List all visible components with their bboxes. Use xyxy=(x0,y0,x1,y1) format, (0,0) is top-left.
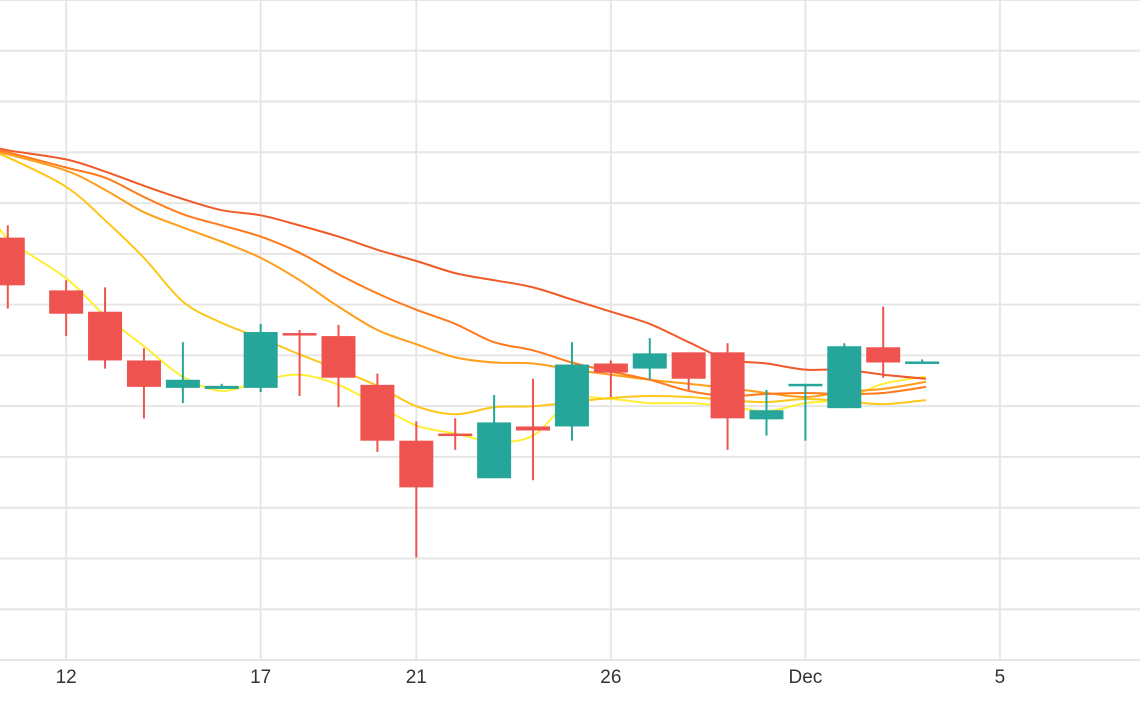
candle-body-up xyxy=(243,332,278,388)
x-axis: 12 17 21 26 Dec 5 xyxy=(56,667,1006,688)
candle-body-down xyxy=(516,426,551,431)
candle-layer xyxy=(0,225,940,558)
x-tick-label: Dec xyxy=(788,667,822,688)
candle-body-down xyxy=(88,311,123,361)
candle-body-down xyxy=(710,352,745,419)
x-tick-label: 21 xyxy=(406,667,427,688)
candle-body-down xyxy=(321,336,356,378)
candle-body-down xyxy=(282,333,317,336)
candle-body-up xyxy=(827,346,862,409)
moving-average-line-5 xyxy=(0,147,927,380)
candle-body-down xyxy=(671,352,706,379)
candle-body-down xyxy=(360,384,395,441)
candle-body-up xyxy=(788,383,823,387)
candle-body-up xyxy=(554,364,589,427)
candle-body-up xyxy=(632,353,667,369)
candle-body-up xyxy=(905,361,940,364)
x-tick-label: 17 xyxy=(250,667,271,688)
candle-body-up xyxy=(165,379,200,388)
candle-body-up xyxy=(749,410,784,420)
candle-body-down xyxy=(399,440,434,488)
candle-body-up xyxy=(204,385,239,389)
candle-body-down xyxy=(126,360,161,387)
candle-body-down xyxy=(866,347,901,363)
x-tick-label: 26 xyxy=(600,667,621,688)
candle-body-down xyxy=(593,363,628,373)
candle-body-down xyxy=(438,433,473,437)
candle-body-down xyxy=(0,237,25,286)
x-tick-label: 5 xyxy=(995,667,1006,688)
candle-body-down xyxy=(49,290,84,314)
grid-layer xyxy=(0,0,1140,661)
candle-body-up xyxy=(477,422,512,479)
x-tick-label: 12 xyxy=(56,667,77,688)
moving-average-line-3 xyxy=(0,151,927,399)
moving-average-layer xyxy=(0,147,927,443)
